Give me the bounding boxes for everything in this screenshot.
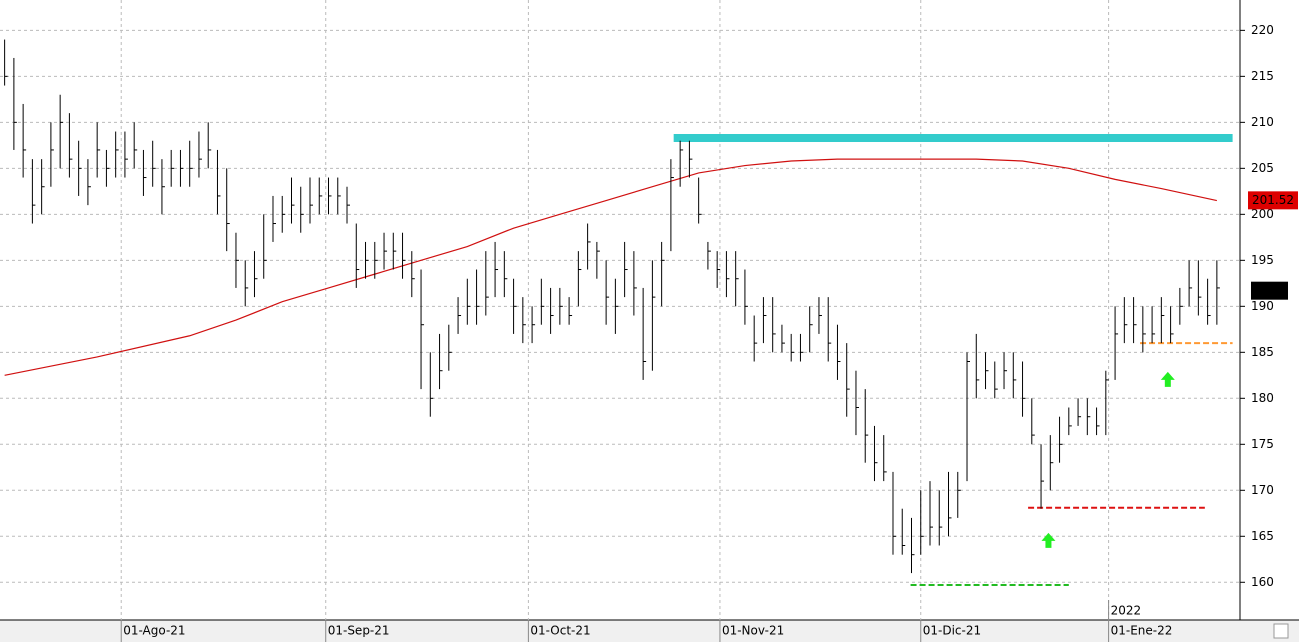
ma-price-box bbox=[1248, 191, 1298, 210]
x-tick-label: 01-Oct-21 bbox=[530, 624, 590, 638]
y-tick-label: 175 bbox=[1251, 437, 1274, 451]
x-tick-label: 01-Ene-22 bbox=[1111, 624, 1173, 638]
y-tick-label: 195 bbox=[1251, 253, 1274, 267]
y-tick-label: 220 bbox=[1251, 23, 1274, 37]
y-tick-label: 205 bbox=[1251, 161, 1274, 175]
y-tick-label: 210 bbox=[1251, 115, 1274, 129]
x-tick-label: 01-Nov-21 bbox=[722, 624, 784, 638]
x-tick-label: 01-Ago-21 bbox=[123, 624, 185, 638]
y-tick-label: 170 bbox=[1251, 483, 1274, 497]
y-tick-label: 165 bbox=[1251, 529, 1274, 543]
arrow bbox=[1160, 371, 1175, 387]
year-label: 2022 bbox=[1111, 604, 1142, 618]
last-price-box bbox=[1251, 281, 1288, 300]
x-tick-label: 01-Dic-21 bbox=[923, 624, 981, 638]
y-tick-label: 215 bbox=[1251, 69, 1274, 83]
x-axis-strip bbox=[0, 620, 1299, 642]
settings-icon[interactable] bbox=[1273, 623, 1289, 639]
y-tick-label: 185 bbox=[1251, 345, 1274, 359]
ma-price-label: 201.52 bbox=[1252, 193, 1294, 207]
y-tick-label: 200 bbox=[1251, 207, 1274, 221]
y-tick-label: 180 bbox=[1251, 391, 1274, 405]
y-tick-label: 190 bbox=[1251, 299, 1274, 313]
moving-average bbox=[4, 158, 1217, 376]
x-tick-label: 01-Sep-21 bbox=[328, 624, 390, 638]
y-tick-label: 160 bbox=[1251, 575, 1274, 589]
arrow bbox=[1041, 532, 1056, 548]
